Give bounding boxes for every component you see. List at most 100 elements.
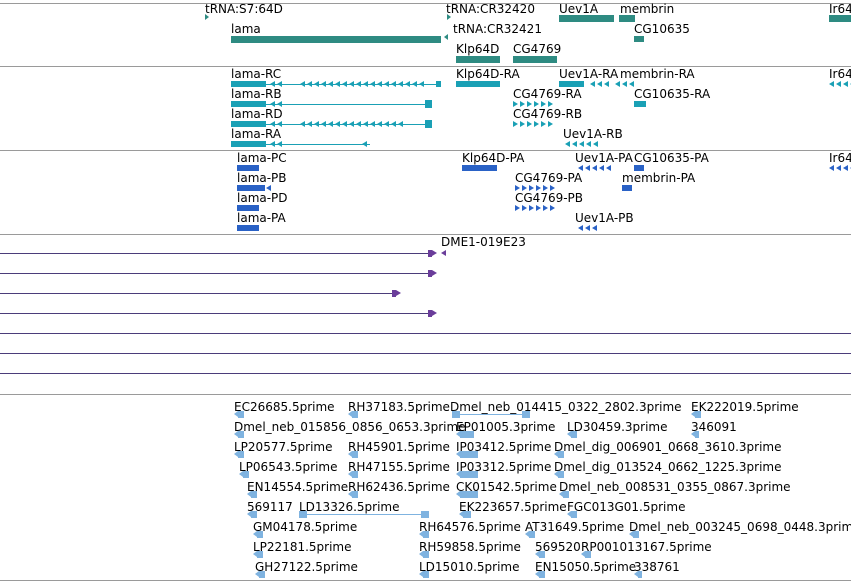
transcript-lama-rd-arrow: [328, 121, 333, 127]
transcript-lama-rd-arrow: [391, 121, 396, 127]
protein-cg4769-pa: [515, 185, 520, 191]
protein-cg10635-pa: [634, 165, 644, 171]
transcript-cg4769-ra: [520, 101, 525, 107]
proteins-label: Ir64: [829, 151, 851, 165]
transcript-uev1a-ra-arrow: [590, 81, 595, 87]
transcript-lama-rb-arrow: [270, 101, 275, 107]
protein-uev1a-pb: [592, 225, 597, 231]
protein-uev1a-pa: [599, 165, 604, 171]
est-glyph-23: [567, 511, 571, 517]
transcript-uev1a-ra-arrow: [597, 81, 602, 87]
est-glyph-33: [423, 571, 429, 578]
est-label: EK223657.5prime: [459, 500, 567, 514]
est-label: Dmel_neb_015856_0856_0653.3prime: [234, 420, 466, 434]
est-glyph-11: [554, 451, 558, 457]
est-glyph-32: [259, 571, 265, 578]
transcript-cg4769-rb: [520, 121, 525, 127]
protein-ir64: [843, 165, 848, 171]
protein-uev1a-pb: [578, 225, 583, 231]
transcript-lama-rd-arrow: [335, 121, 340, 127]
est-glyph-21: [299, 511, 307, 518]
transcript-lama-rc-arrow: [377, 81, 382, 87]
est-glyph-30: [539, 551, 545, 558]
protein-cg4769-pb: [550, 205, 555, 211]
protein-uev1a-pa: [578, 165, 583, 171]
transcript-lama-rd-arrow: [356, 121, 361, 127]
transcripts-label: Uev1A-RA: [559, 67, 619, 81]
transcripts-label: membrin-RA: [620, 67, 695, 81]
clone-dme1-019e23: [441, 250, 446, 256]
transcript-cg4769-rb: [527, 121, 532, 127]
transcript-lama-ra: [231, 141, 266, 147]
transcript-lama-rb-arrow: [277, 101, 282, 107]
est-label: RH45901.5prime: [348, 440, 450, 454]
gene-glyph-cg4769: [513, 56, 557, 63]
clone-end-3: [428, 310, 432, 317]
est-label: AT31649.5prime: [525, 520, 625, 534]
gene-glyph-trna-s7: [205, 14, 209, 20]
gene-glyph-trna-cr32420: [447, 14, 451, 20]
clone-arrow-0: [432, 250, 437, 256]
proteins-label: Klp64D-PA: [462, 151, 525, 165]
est-label: LP20577.5prime: [234, 440, 333, 454]
transcript-cg4769-rb: [534, 121, 539, 127]
protein-cg4769-pb: [543, 205, 548, 211]
transcript-lama-rc-arrow: [270, 81, 275, 87]
est-label: RH59858.5prime: [419, 540, 521, 554]
transcript-lama-rd-arrow: [370, 121, 375, 127]
proteins-label: lama-PC: [237, 151, 287, 165]
genes-label: tRNA:CR32420: [446, 2, 535, 16]
est-label: LD15010.5prime: [419, 560, 520, 574]
proteins-label: Uev1A-PA: [575, 151, 633, 165]
genes-label: Ir64: [829, 2, 851, 16]
transcripts-label: lama-RC: [231, 67, 282, 81]
est-glyph-27: [629, 531, 633, 537]
transcript-membrin-ra: [629, 81, 634, 87]
protein-klp64d-pa: [462, 165, 497, 171]
proteins-label: CG10635-PA: [634, 151, 709, 165]
transcript-ir64: [829, 81, 834, 87]
genes-label: Klp64D: [456, 42, 500, 56]
est-glyph-33: [419, 571, 423, 577]
est-glyph-5: [460, 431, 474, 438]
protein-lama-pb-arrow: [266, 185, 271, 191]
est-glyph-20: [247, 511, 251, 517]
est-glyph-3: [695, 411, 701, 418]
protein-lama-pb: [237, 185, 265, 191]
est-glyph-19: [563, 491, 569, 498]
protein-lama-pc: [237, 165, 259, 171]
est-label: EP01005.3prime: [456, 420, 556, 434]
est-glyph-8: [238, 451, 244, 458]
est-glyph-19: [559, 491, 563, 497]
transcripts-label: lama-RB: [231, 87, 282, 101]
est-glyph-1: [352, 411, 358, 418]
protein-ir64: [836, 165, 841, 171]
est-label: RH64576.5prime: [419, 520, 521, 534]
genes-label: CG10635: [634, 22, 690, 36]
est-glyph-3: [691, 411, 695, 417]
est-label: RH62436.5prime: [348, 480, 450, 494]
est-glyph-24: [253, 531, 257, 537]
est-label: LP22181.5prime: [253, 540, 352, 554]
transcript-cg4769-ra: [534, 101, 539, 107]
transcript-lama-rc-arrow: [335, 81, 340, 87]
genes-label: Uev1A: [559, 2, 599, 16]
transcript-lama-ra-arrow: [277, 141, 282, 147]
transcript-uev1a-rb: [572, 141, 577, 147]
est-label: Dmel_dig_013524_0662_1225.3prime: [554, 460, 782, 474]
transcript-lama-rc-arrow: [412, 81, 417, 87]
est-glyph-26: [525, 531, 529, 537]
est-glyph-28: [257, 551, 263, 558]
transcript-lama-rd-arrow: [363, 121, 368, 127]
transcripts-label: CG10635-RA: [634, 87, 711, 101]
transcript-lama-rc-arrow: [356, 81, 361, 87]
est-glyph-7: [691, 431, 695, 437]
transcript-uev1a-rb: [586, 141, 591, 147]
est-glyph-23: [571, 511, 577, 518]
transcript-uev1a-ra-arrow: [604, 81, 609, 87]
transcript-lama-rc-exon: [436, 81, 441, 87]
genes-label: tRNA:CR32421: [453, 22, 542, 36]
gene-glyph-membrin: [619, 15, 635, 22]
est-label: Dmel_neb_003245_0698_0448.3prime: [629, 520, 851, 534]
transcript-lama-rc-arrow: [307, 81, 312, 87]
